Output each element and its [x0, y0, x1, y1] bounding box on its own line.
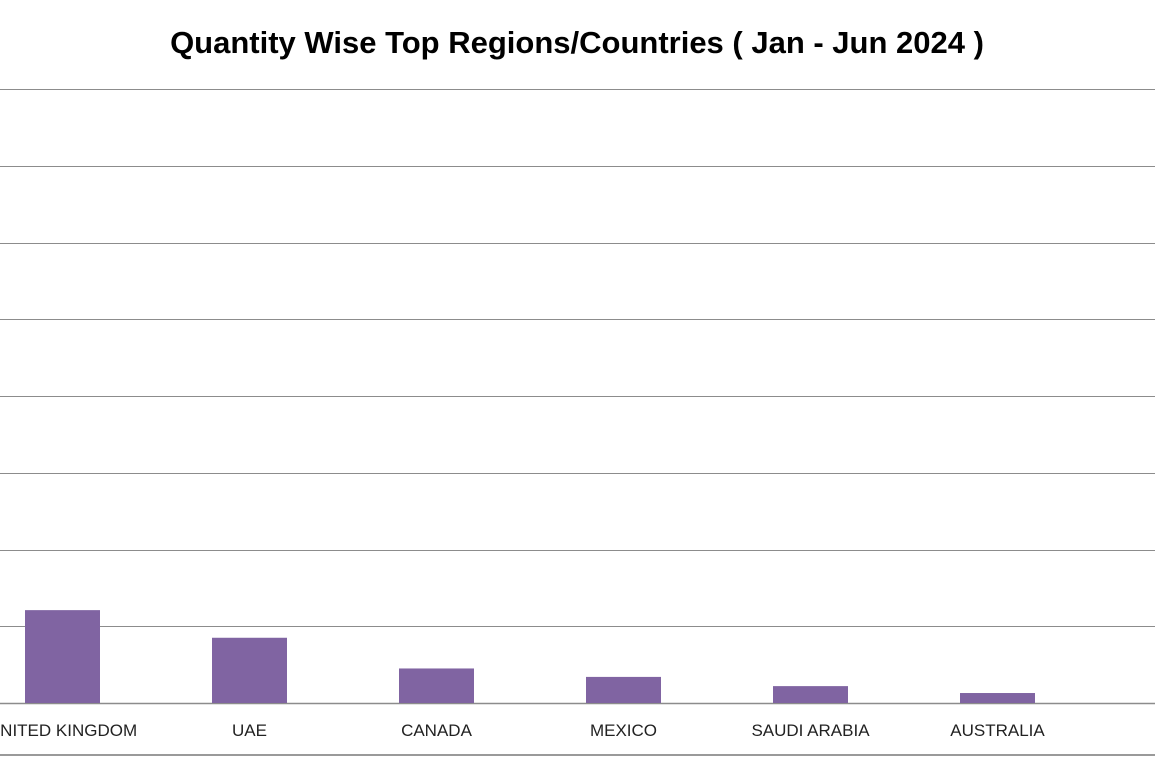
- bar-saudi-arabia: [773, 686, 848, 703]
- chart-title: Quantity Wise Top Regions/Countries ( Ja…: [170, 25, 984, 60]
- x-tick-label: MEXICO: [590, 721, 657, 740]
- x-tick-label: AUSTRALIA: [950, 721, 1045, 740]
- x-tick-label: UAE: [232, 721, 267, 740]
- x-tick-label: SAUDI ARABIA: [751, 721, 870, 740]
- bar-mexico: [586, 676, 661, 703]
- bar-united-kingdom: [25, 610, 100, 703]
- bars: [25, 610, 1035, 703]
- bar-uae: [212, 637, 287, 703]
- x-tick-label: UNITED KINGDOM: [0, 721, 137, 740]
- bar-canada: [399, 668, 474, 703]
- bar-australia: [960, 693, 1035, 703]
- x-tick-label: CANADA: [401, 721, 473, 740]
- gridlines: [0, 89, 1155, 705]
